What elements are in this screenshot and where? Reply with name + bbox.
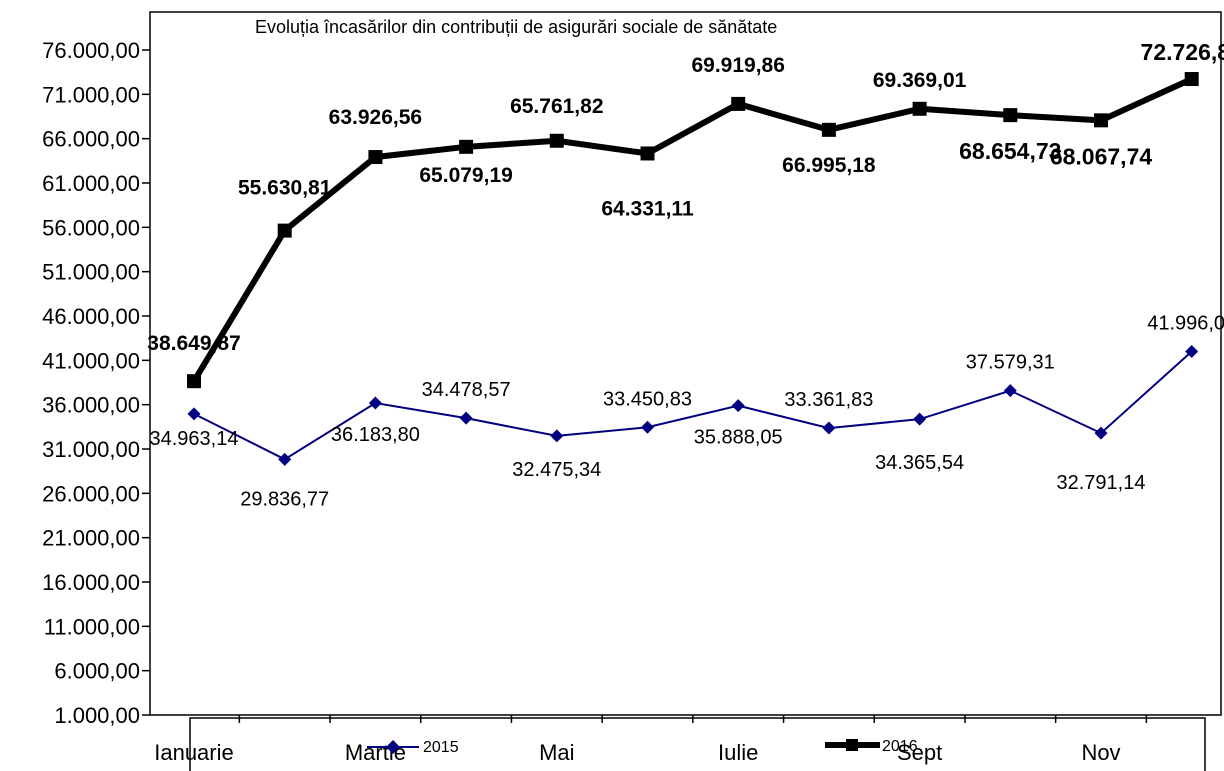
y-tick-label: 1.000,00 xyxy=(54,703,140,728)
data-label-2015: 34.365,54 xyxy=(875,452,964,474)
y-tick-label: 41.000,00 xyxy=(42,348,140,373)
series-2016-point xyxy=(821,122,836,137)
series-2016-point xyxy=(459,139,474,154)
data-label-2015: 32.475,34 xyxy=(512,459,601,481)
y-tick-label: 16.000,00 xyxy=(42,570,140,595)
y-tick-label: 51.000,00 xyxy=(42,260,140,285)
data-label-2016: 63.926,56 xyxy=(329,106,422,129)
data-label-2015: 29.836,77 xyxy=(240,488,329,510)
series-2015-point xyxy=(550,429,564,443)
x-category-label: Mai xyxy=(539,740,574,765)
series-2015-point xyxy=(368,396,382,410)
data-label-2016: 66.995,18 xyxy=(782,154,876,177)
legend-label-2016: 2016 xyxy=(882,738,918,755)
data-label-2015: 36.183,80 xyxy=(331,424,420,446)
series-2015-point xyxy=(822,421,836,435)
plot-area-border xyxy=(149,11,1222,716)
series-2015-point xyxy=(459,411,473,425)
y-tick-label: 56.000,00 xyxy=(42,215,140,240)
axes: 1.000,00 6.000,00 11.000,00 16.000,00 21.000… xyxy=(42,38,1148,765)
legend-marker-2016 xyxy=(846,739,858,751)
legend-label-2015: 2015 xyxy=(423,739,459,756)
y-tick-label: 71.000,00 xyxy=(42,82,140,107)
series-2015-point xyxy=(1003,384,1017,398)
y-tick-label: 11.000,00 xyxy=(44,614,140,639)
data-label-2015: 34.478,57 xyxy=(422,379,511,401)
data-label-2015: 32.791,14 xyxy=(1057,472,1146,494)
series-2015-point xyxy=(731,399,745,413)
series-2016-point xyxy=(640,146,655,161)
series-2015-point xyxy=(187,407,201,421)
y-tick-label: 26.000,00 xyxy=(42,481,140,506)
series-2016-point xyxy=(1094,113,1108,128)
data-label-2016: 64.331,11 xyxy=(601,197,694,220)
data-label-2015: 34.963,14 xyxy=(150,428,239,450)
series-2015-point xyxy=(1094,426,1108,440)
y-tick-label: 46.000,00 xyxy=(42,304,140,329)
legend-box xyxy=(189,717,1206,771)
data-label-2015: 35.888,05 xyxy=(694,427,783,449)
series-2016-point xyxy=(1184,72,1199,87)
y-tick-label: 6.000,00 xyxy=(54,659,140,684)
series-2016-point xyxy=(277,223,292,238)
series-2015-point xyxy=(641,420,654,434)
y-tick-label: 61.000,00 xyxy=(42,171,140,196)
data-label-2015: 33.450,83 xyxy=(603,388,692,410)
series-2016-point xyxy=(731,96,746,111)
legend-marker-2015 xyxy=(386,740,400,754)
y-tick-label: 76.000,00 xyxy=(42,38,140,63)
chart-title: Evoluția încasărilor din contribuții de … xyxy=(255,17,777,37)
data-label-2016: 65.079,19 xyxy=(419,164,512,187)
x-category-label: Ianuarie xyxy=(154,740,234,765)
data-label-2016: 68.654,73 xyxy=(959,138,1061,164)
series-layer xyxy=(187,72,1199,466)
data-label-2016: 38.649,87 xyxy=(147,332,240,355)
data-label-2016: 55.630,81 xyxy=(238,177,332,200)
data-label-2015: 41.996,04 xyxy=(1147,313,1224,335)
data-label-2015: 33.361,83 xyxy=(784,389,873,411)
data-label-2016: 69.369,01 xyxy=(873,69,967,92)
data-labels-layer: 34.963,14 29.836,77 36.183,80 34.478,57 32.4… xyxy=(147,39,1224,510)
series-2015-point xyxy=(1185,345,1199,359)
legend: 2015 2016 xyxy=(367,738,918,756)
x-category-label: Martie xyxy=(345,740,406,765)
y-tick-label: 31.000,00 xyxy=(42,437,140,462)
data-label-2016: 65.761,82 xyxy=(510,95,603,118)
y-tick-label: 21.000,00 xyxy=(42,526,140,551)
series-2016-point xyxy=(1003,108,1018,123)
data-label-2016: 68.067,74 xyxy=(1050,143,1153,169)
data-label-2015: 37.579,31 xyxy=(966,352,1055,374)
x-category-label: Sept xyxy=(897,740,942,765)
x-category-label: Iulie xyxy=(718,740,758,765)
series-2016-point xyxy=(549,133,564,148)
data-label-2016: 69.919,86 xyxy=(691,54,784,77)
data-label-2016: 72.726,82 xyxy=(1141,39,1224,65)
y-tick-label: 66.000,00 xyxy=(42,127,140,152)
x-category-label: Nov xyxy=(1081,740,1120,765)
y-tick-label: 36.000,00 xyxy=(42,393,140,418)
series-2015-point xyxy=(278,452,292,466)
series-2015-line xyxy=(193,350,1193,461)
series-2015-point xyxy=(913,412,927,426)
series-2016-point xyxy=(368,150,383,165)
series-2016-line xyxy=(191,76,1193,383)
series-2016-point xyxy=(912,101,927,116)
series-2016-point xyxy=(187,374,201,389)
